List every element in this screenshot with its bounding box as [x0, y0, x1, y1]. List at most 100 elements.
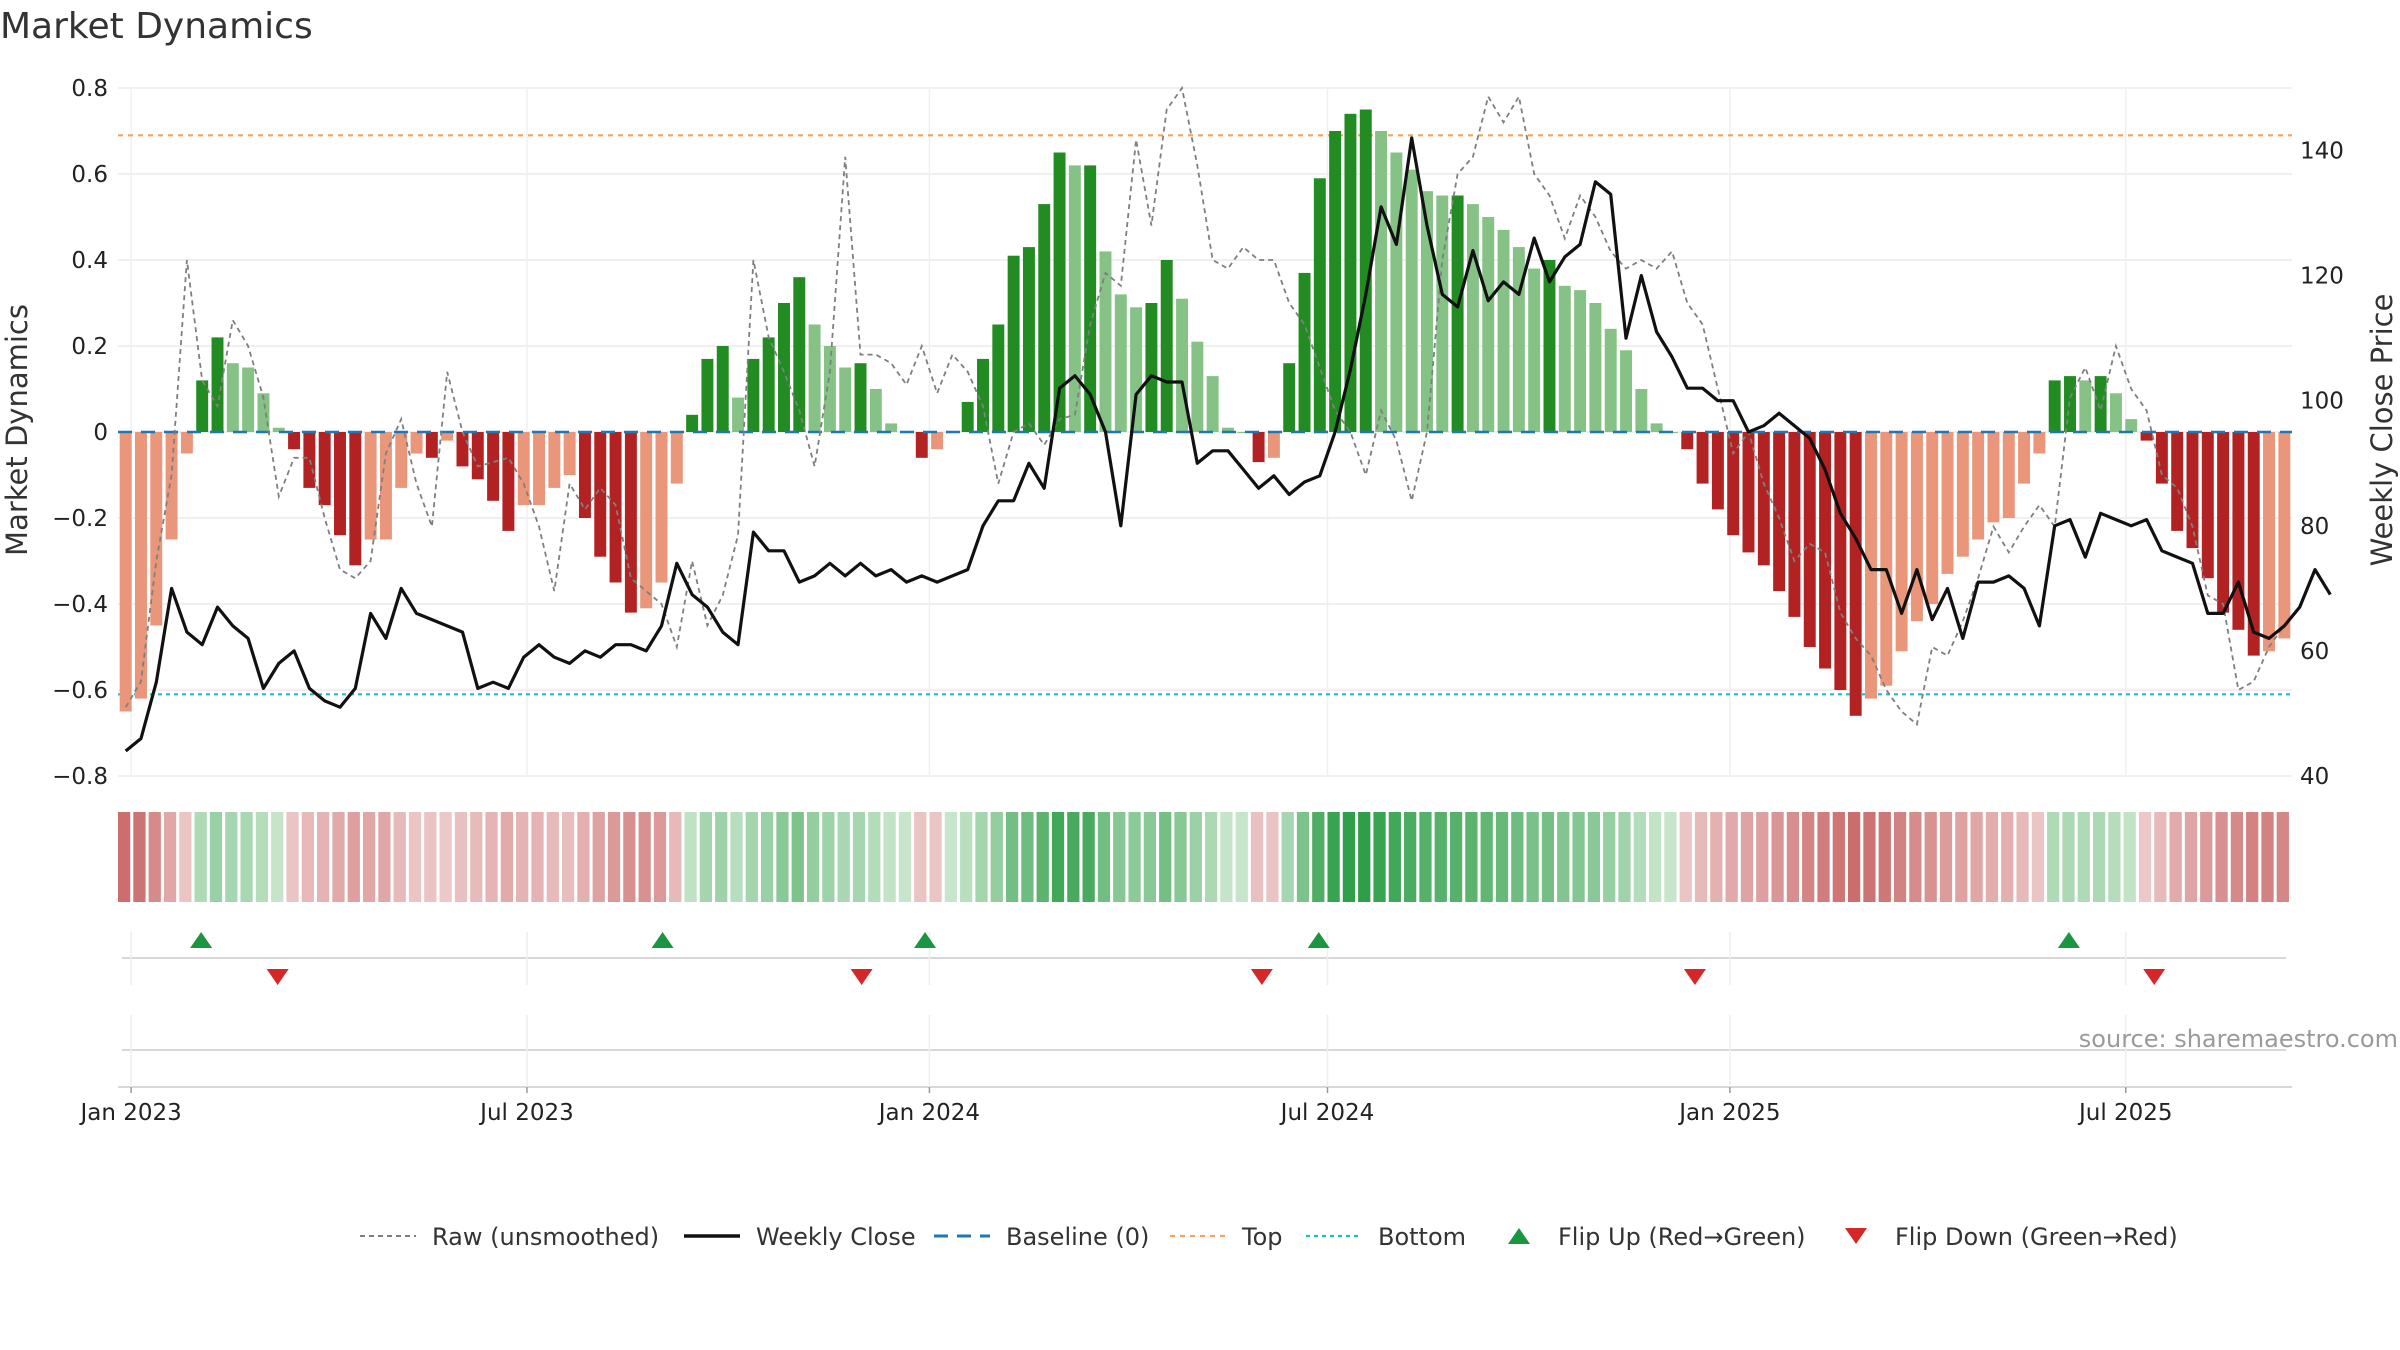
regime-cell [454, 812, 468, 902]
x-tick-label: Jan 2025 [1677, 1100, 1780, 1126]
bar [119, 432, 132, 712]
close-series [124, 136, 2332, 753]
bar [1849, 432, 1862, 716]
regime-cell [163, 812, 177, 902]
bar [288, 432, 301, 450]
bar [379, 432, 392, 540]
regime-cell [944, 812, 957, 902]
regime-cell [2276, 812, 2289, 902]
y-tick-label: 0 [93, 420, 108, 446]
regime-cell [1756, 812, 1769, 902]
regime-cell [1266, 812, 1279, 902]
regime-cell [638, 812, 651, 902]
regime-cell [1740, 812, 1754, 902]
bar [778, 303, 790, 432]
regime-cell [684, 812, 697, 902]
bar [961, 401, 974, 432]
bar [2155, 432, 2168, 484]
bar [1451, 195, 1464, 432]
x-tick-label: Jan 2024 [877, 1100, 980, 1126]
y-tick-label: −0.8 [52, 764, 108, 790]
regime-cell [439, 812, 452, 902]
bar [1803, 432, 1816, 647]
y-axis-right: 140 120 100 80 60 40 [2300, 139, 2344, 790]
bar [655, 432, 668, 583]
bar [1742, 432, 1755, 553]
regime-cell [699, 812, 713, 902]
bar [1941, 432, 1954, 574]
regime-cell [1419, 812, 1432, 902]
regime-cell [561, 812, 575, 902]
bar [548, 432, 561, 488]
bar [1696, 432, 1709, 484]
regime-cell [1664, 812, 1677, 902]
bar [1926, 432, 1939, 604]
bar [1528, 268, 1541, 432]
bar [1834, 432, 1847, 690]
close-line [124, 136, 2332, 753]
regime-cell [546, 812, 559, 902]
regime-cell [1771, 812, 1784, 902]
regime-cell [1113, 812, 1126, 902]
x-axis: Jan 2023 Jul 2023 Jan 2024 Jul 2024 Jan 2025… [78, 1087, 2173, 1126]
regime-cell [1848, 812, 1861, 902]
regime-cell [1465, 812, 1478, 902]
regime-cell [240, 812, 253, 902]
regime-cell [1863, 812, 1876, 902]
bar [1359, 109, 1372, 432]
flip-down-marker [2143, 969, 2166, 985]
regime-cell [1159, 812, 1172, 902]
regime-cell [1312, 812, 1325, 902]
y2-tick-label: 60 [2300, 639, 2329, 665]
regime-cell [424, 812, 437, 902]
bar [2186, 432, 2199, 549]
regime-cell [1572, 812, 1585, 902]
bar [1497, 229, 1510, 432]
bar [2033, 432, 2046, 454]
bar [2125, 419, 2138, 432]
flip-down-marker [1250, 969, 1273, 985]
regime-cell [1449, 812, 1463, 902]
chart-title: Market Dynamics [0, 6, 313, 47]
regime-cell [393, 812, 406, 902]
bar [456, 432, 469, 467]
bar [471, 432, 484, 480]
legend-label: Weekly Close [756, 1223, 916, 1251]
flip-markers [122, 932, 2286, 985]
regime-cell [1205, 812, 1218, 902]
bar [1436, 195, 1449, 432]
x-tick-label: Jan 2023 [78, 1100, 181, 1126]
regime-cell [1480, 812, 1493, 902]
bar [1313, 178, 1326, 432]
bar [2140, 432, 2153, 441]
regime-cell [1786, 812, 1800, 902]
regime-cell [148, 812, 161, 902]
bar [1681, 432, 1694, 450]
regime-cell [1557, 812, 1570, 902]
bar [2247, 432, 2260, 656]
regime-cell [1189, 812, 1202, 902]
regime-cell [761, 812, 774, 902]
regime-cell [1817, 812, 1830, 902]
regime-cell [500, 812, 513, 902]
regime-cell [1342, 812, 1356, 902]
regime-cell [1495, 812, 1509, 902]
regime-cell [1633, 812, 1646, 902]
bar [1543, 260, 1556, 432]
bar [2018, 432, 2031, 484]
regime-cell [1388, 812, 1401, 902]
bar [931, 432, 944, 450]
bar [1099, 251, 1112, 432]
regime-cell [531, 812, 544, 902]
regime-cell [898, 812, 912, 902]
regime-cell [1893, 812, 1907, 902]
regime-cell [225, 812, 238, 902]
bar [1650, 423, 1663, 432]
bar [747, 358, 760, 432]
bar [1007, 255, 1020, 432]
regime-cell [745, 812, 758, 902]
y2-tick-label: 100 [2300, 389, 2344, 415]
regime-cell [852, 812, 866, 902]
regime-cell [1128, 812, 1141, 902]
legend-item: Top [1170, 1223, 1283, 1251]
